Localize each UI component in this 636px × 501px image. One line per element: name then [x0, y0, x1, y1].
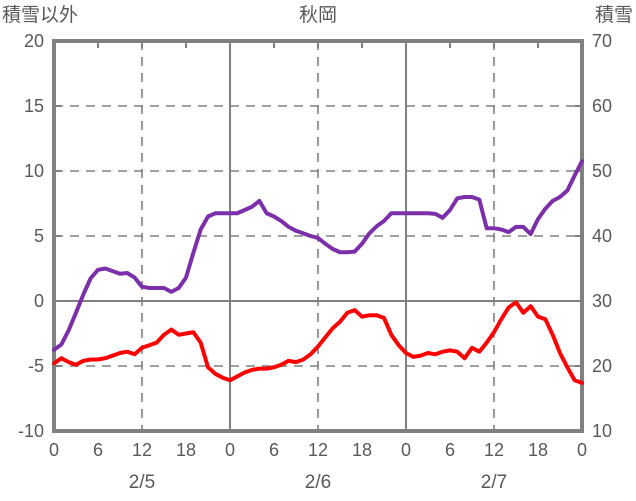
- y-axis-left-tick: 0: [33, 291, 44, 311]
- x-axis-tick: 0: [400, 440, 411, 460]
- series-line-other: [52, 300, 584, 385]
- x-axis-date-label: 2/7: [480, 472, 508, 493]
- x-axis-tick: 12: [483, 440, 505, 460]
- y-axis-right-tick: 70: [592, 31, 613, 51]
- y-axis-right-tick: 20: [592, 356, 613, 376]
- x-axis-tick: 0: [224, 440, 235, 460]
- y-axis-left-tick: 5: [33, 226, 44, 246]
- y-axis-right-tick: 50: [592, 161, 613, 181]
- y-axis-left-tick: -5: [27, 356, 44, 376]
- y-axis-left-tick: 20: [23, 31, 44, 51]
- series-line-snow-depth: [52, 159, 584, 352]
- x-axis-tick: 18: [175, 440, 197, 460]
- y-axis-right-tick: 30: [592, 291, 613, 311]
- y-axis-right-tick: 40: [592, 226, 613, 246]
- y-axis-right-tick: 60: [592, 96, 613, 116]
- x-axis-date-label: 2/5: [128, 472, 156, 493]
- x-axis-tick: 18: [527, 440, 549, 460]
- y-axis-right-tick: 10: [592, 421, 613, 441]
- series-lines: [52, 159, 584, 385]
- right-axis-title: 積雪: [594, 5, 633, 26]
- x-axis-tick: 6: [268, 440, 279, 460]
- chart-title: 秋岡: [298, 5, 337, 26]
- x-axis-tick: 0: [48, 440, 59, 460]
- x-axis-tick: 12: [131, 440, 153, 460]
- y-axis-left-tick: 15: [23, 96, 44, 116]
- x-axis-tick: 6: [92, 440, 103, 460]
- x-axis-date-label: 2/6: [304, 472, 332, 493]
- plot-frame: [52, 39, 584, 433]
- x-axis-tick: 0: [576, 440, 587, 460]
- x-axis-tick: 6: [444, 440, 455, 460]
- x-axis-tick: 18: [351, 440, 373, 460]
- y-axis-left-tick: 10: [23, 161, 44, 181]
- x-axis-tick: 12: [307, 440, 329, 460]
- left-axis-title: 積雪以外: [2, 5, 79, 26]
- y-axis-left-tick: -10: [17, 421, 44, 441]
